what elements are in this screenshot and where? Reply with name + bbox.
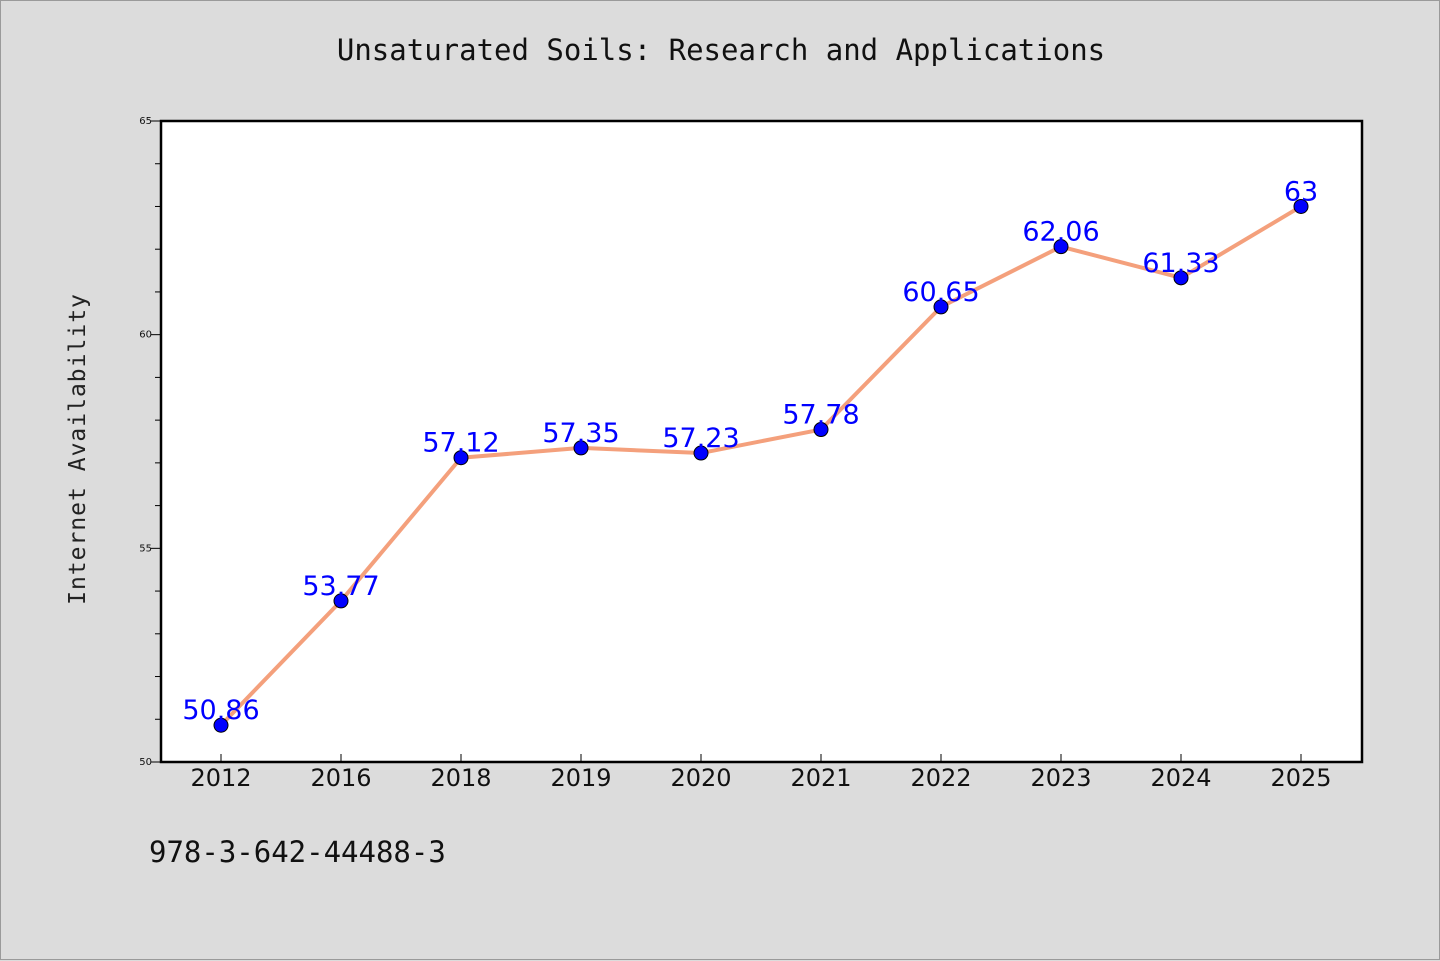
data-point <box>1293 198 1309 214</box>
data-label: 53.77 <box>302 571 379 602</box>
x-tick-label: 2025 <box>1270 764 1331 792</box>
data-point <box>573 440 589 456</box>
data-label: 60.65 <box>902 277 979 308</box>
data-point <box>693 445 709 461</box>
y-tick-label: 60 <box>139 330 152 341</box>
x-tick-label: 2024 <box>1150 764 1211 792</box>
isbn-label: 978-3-642-44488-3 <box>149 835 446 869</box>
data-label: 61.33 <box>1142 248 1219 279</box>
data-label: 57.23 <box>662 423 739 454</box>
data-label: 50.86 <box>182 695 259 726</box>
data-point <box>813 422 829 438</box>
data-label: 63 <box>1284 176 1318 207</box>
data-label: 57.78 <box>782 400 859 431</box>
x-tick-label: 2018 <box>430 764 491 792</box>
x-tick-label: 2020 <box>670 764 731 792</box>
chart-title: Unsaturated Soils: Research and Applicat… <box>336 33 1106 67</box>
x-tick-label: 2022 <box>910 764 971 792</box>
y-axis: 50 55 60 65 <box>139 116 161 768</box>
data-label: 57.35 <box>542 418 619 449</box>
data-point <box>1173 270 1189 286</box>
data-labels: 50.86 53.77 57.12 57.35 57.23 57.78 60.65 62.06… <box>182 176 1318 726</box>
data-point <box>453 450 469 466</box>
data-markers <box>213 198 1309 733</box>
data-label: 57.12 <box>422 428 499 459</box>
data-point <box>333 593 349 609</box>
x-tick-label: 2019 <box>550 764 611 792</box>
data-label: 62.06 <box>1022 217 1099 248</box>
data-point <box>213 717 229 733</box>
x-tick-label: 2021 <box>790 764 851 792</box>
data-point <box>933 299 949 315</box>
y-tick-label: 55 <box>139 543 152 554</box>
x-tick-label: 2016 <box>310 764 371 792</box>
data-point <box>1053 239 1069 255</box>
y-tick-label: 65 <box>139 116 152 127</box>
series-line <box>219 204 1303 728</box>
y-tick-label: 50 <box>139 757 152 768</box>
plot-frame <box>159 119 1364 764</box>
x-tick-label: 2012 <box>190 764 251 792</box>
x-axis: 2012 2016 2018 2019 2020 2021 2022 2023 2024 2025 <box>190 754 1332 792</box>
x-tick-label: 2023 <box>1030 764 1091 792</box>
